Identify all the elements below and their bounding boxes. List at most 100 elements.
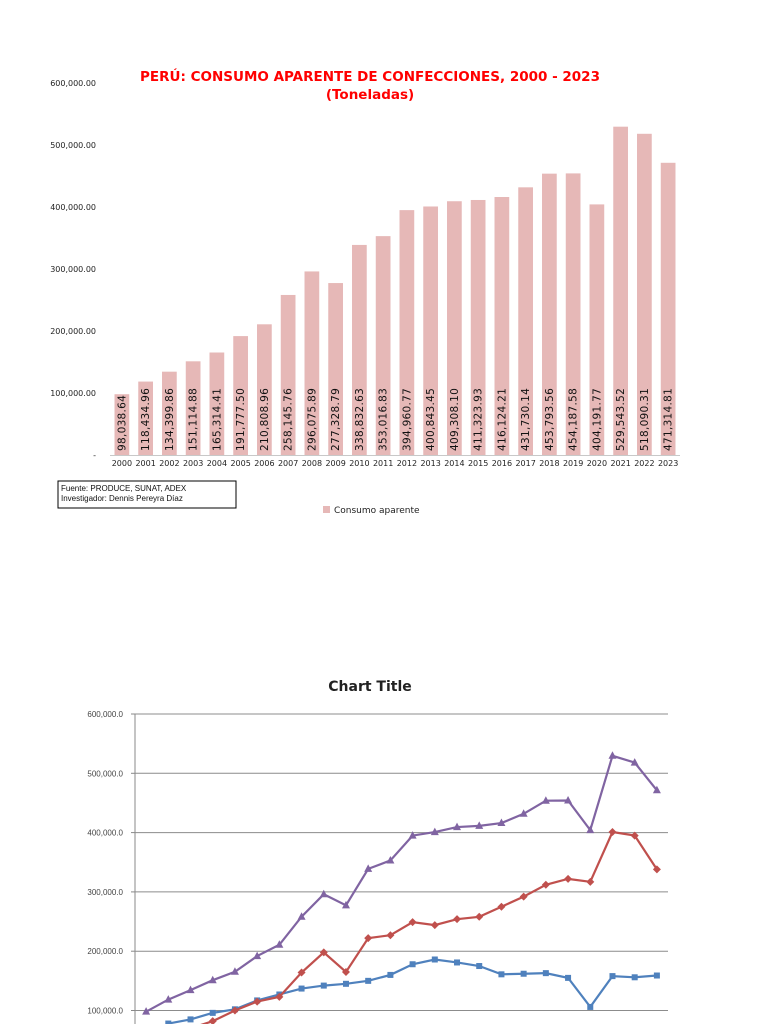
bar-data-label: 518,090.31 xyxy=(639,388,651,451)
bar-data-label: 416,124.21 xyxy=(496,388,508,451)
bar-data-label: 400,843.45 xyxy=(425,388,437,451)
y-tick-label: 600,000.00 xyxy=(50,79,96,88)
data-point xyxy=(497,818,506,827)
data-point xyxy=(341,967,350,976)
data-point xyxy=(519,809,528,817)
data-point xyxy=(430,921,439,930)
source-line-1: Fuente: PRODUCE, SUNAT, ADEX xyxy=(61,484,187,493)
data-point xyxy=(630,831,639,840)
bar-data-label: 529,543.52 xyxy=(615,388,627,451)
bar xyxy=(280,294,296,455)
bar-data-label: 394,960.77 xyxy=(401,388,413,451)
data-point xyxy=(297,968,306,977)
x-tick-label: 2009 xyxy=(325,459,345,468)
data-point xyxy=(652,785,661,794)
data-point xyxy=(475,821,484,829)
chart-subtitle: (Toneladas) xyxy=(326,87,414,103)
bar xyxy=(375,236,391,455)
data-point xyxy=(564,795,573,804)
data-point xyxy=(497,902,506,911)
data-point xyxy=(342,980,349,987)
data-point xyxy=(365,977,372,984)
data-point xyxy=(275,940,284,948)
data-point xyxy=(186,985,195,994)
y-tick-label: 100,000.0 xyxy=(87,1007,123,1016)
bar xyxy=(209,352,225,455)
bar xyxy=(637,133,652,456)
data-point xyxy=(208,975,217,984)
data-labels: 98,038.64 118,434.96 134,399.86 151,114.88 1… xyxy=(116,388,674,451)
bar-data-label: 471,314.81 xyxy=(663,388,675,451)
bar xyxy=(660,162,676,455)
data-point xyxy=(476,963,483,970)
data-point xyxy=(341,900,350,909)
y-tick-label: - xyxy=(93,451,96,460)
data-point xyxy=(364,864,373,872)
data-point xyxy=(253,951,262,960)
bar xyxy=(352,244,367,455)
x-tick-label: 2020 xyxy=(587,459,607,468)
data-point xyxy=(320,982,327,989)
data-point xyxy=(297,912,306,920)
x-tick-label: 2019 xyxy=(563,459,583,468)
bar-data-label: 210,808.96 xyxy=(259,388,271,451)
x-tick-label: 2023 xyxy=(658,459,678,468)
x-tick-label: 2017 xyxy=(515,459,535,468)
data-point xyxy=(208,1017,217,1024)
data-point xyxy=(453,822,462,831)
y-tick-label: 400,000.00 xyxy=(50,203,96,212)
bar xyxy=(162,371,177,455)
bar-data-label: 134,399.86 xyxy=(164,388,176,451)
x-tick-label: 2015 xyxy=(468,459,488,468)
bar xyxy=(565,173,581,456)
data-point xyxy=(520,970,527,977)
bar xyxy=(589,204,605,455)
data-point xyxy=(408,831,417,839)
x-tick-label: 2016 xyxy=(492,459,512,468)
legend-label: Consumo aparente xyxy=(334,506,420,516)
data-point xyxy=(209,1009,216,1016)
x-tick-label: 2003 xyxy=(183,459,203,468)
line-series xyxy=(142,751,661,1024)
bar-data-label: 453,793.56 xyxy=(544,388,556,451)
data-point xyxy=(386,931,395,940)
data-point xyxy=(387,971,394,978)
data-point xyxy=(608,751,617,759)
bar xyxy=(257,324,272,455)
data-point xyxy=(631,974,638,981)
data-point xyxy=(298,985,305,992)
x-tick-label: 2018 xyxy=(539,459,559,468)
data-point xyxy=(586,825,595,834)
data-point xyxy=(230,1006,239,1015)
bar xyxy=(399,210,415,455)
bar-data-label: 277,328.79 xyxy=(330,388,342,451)
series-2 xyxy=(200,828,661,1024)
bar-data-label: 353,016.83 xyxy=(378,388,390,451)
bar xyxy=(138,381,153,455)
x-tick-label: 2011 xyxy=(373,459,393,468)
bar xyxy=(423,206,438,455)
data-point xyxy=(364,934,373,943)
bar-data-label: 338,832.63 xyxy=(354,388,366,451)
bar xyxy=(470,199,486,455)
bar xyxy=(185,361,201,455)
y-tick-label: 200,000.0 xyxy=(87,947,123,956)
y-tick-label: 200,000.00 xyxy=(50,327,96,336)
chart2-title: Chart Title xyxy=(328,679,412,695)
series-line xyxy=(145,754,658,1013)
x-tick-label: 2007 xyxy=(278,459,298,468)
data-point xyxy=(187,1016,194,1023)
bar xyxy=(518,187,533,455)
data-point xyxy=(454,959,461,966)
x-tick-label: 2021 xyxy=(610,459,630,468)
x-tick-label: 2006 xyxy=(254,459,274,468)
bar-data-label: 411,323.93 xyxy=(473,388,485,451)
bar-series xyxy=(114,126,676,456)
chart-title: PERÚ: CONSUMO APARENTE DE CONFECCIONES, … xyxy=(140,67,600,85)
x-tick-label: 2005 xyxy=(230,459,250,468)
data-point xyxy=(430,827,439,836)
data-point xyxy=(519,892,528,901)
data-point xyxy=(386,855,395,864)
data-point xyxy=(408,918,417,927)
data-point xyxy=(609,973,616,980)
